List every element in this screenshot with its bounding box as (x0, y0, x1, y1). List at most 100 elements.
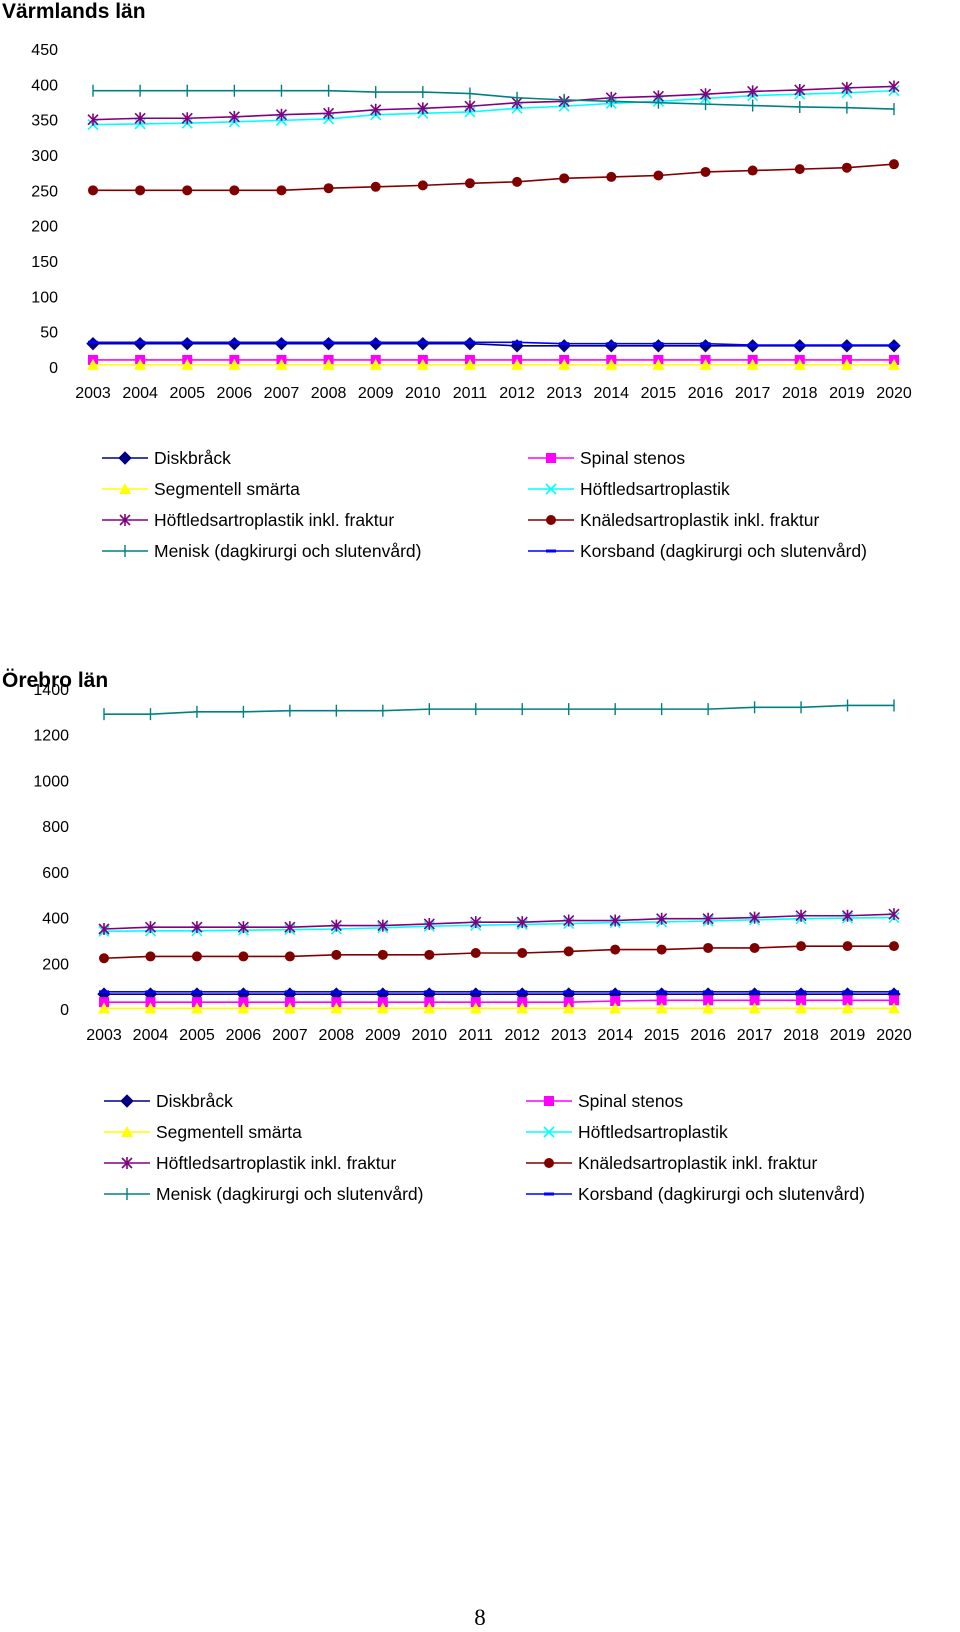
chart-2-point-segmentell (702, 1002, 715, 1014)
chart-1-ytick-label: 150 (31, 254, 58, 271)
chart-2-ytick-label: 0 (60, 1002, 69, 1019)
chart-2-legend-label-hoftled_fraktur: Höftledsartroplastik inkl. fraktur (156, 1153, 396, 1173)
chart-2-point-spinal (703, 995, 714, 1006)
chart-2-xtick-label: 2014 (597, 1027, 633, 1044)
chart-1-point-diskbrack (604, 339, 619, 353)
chart-1-point-segmentell (416, 358, 429, 370)
chart-1-point-segmentell (605, 358, 618, 370)
chart-1-point-knaled (512, 176, 523, 187)
chart-1-point-korsband (323, 340, 334, 344)
chart-1-point-diskbrack (698, 339, 713, 353)
chart-1-legend-marker-korsband (546, 549, 556, 553)
chart-1-legend-label-knaled: Knäledsartroplastik inkl. fraktur (580, 510, 819, 530)
chart-2-point-knaled (889, 941, 899, 952)
chart-1-point-diskbrack (557, 339, 571, 353)
chart-1-point-hoftled_fraktur (747, 85, 759, 98)
chart-2-point-spinal (377, 997, 388, 1008)
chart-2-point-hoftled_fraktur (749, 911, 761, 924)
chart-2-point-segmentell (144, 1002, 157, 1014)
chart-1-point-knaled (841, 162, 852, 173)
chart-2-point-segmentell (98, 1002, 110, 1014)
chart-2-legend-marker-spinal (544, 1096, 554, 1106)
chart-2-point-knaled (470, 948, 481, 958)
chart-1-point-korsband (417, 340, 428, 344)
chart-1-legend-marker-segmentell (119, 483, 131, 494)
chart-1-point-korsband (700, 342, 711, 346)
chart-1-point-knaled (135, 185, 146, 196)
chart-2-point-spinal (889, 995, 899, 1006)
chart-1-point-segmentell (699, 358, 712, 370)
chart-2-legend-label-korsband: Korsband (dagkirurgi och slutenvård) (578, 1184, 865, 1204)
chart-1-legend-label-spinal: Spinal stenos (580, 448, 685, 468)
chart-1-point-diskbrack (651, 339, 666, 353)
chart-2-point-korsband (563, 990, 574, 994)
chart-1-xtick-label: 2011 (453, 385, 488, 402)
chart-2-point-korsband (238, 990, 249, 994)
chart-1-point-hoftled_fraktur (134, 112, 146, 125)
chart-2-point-segmentell (795, 1002, 808, 1014)
chart-1-point-korsband (182, 340, 193, 344)
chart-1-ytick-label: 50 (40, 325, 58, 342)
chart-1-point-hoftled_fraktur (181, 112, 193, 125)
chart-1-point-korsband (464, 340, 475, 344)
chart-1-legend-marker-hoftled_fraktur (119, 514, 131, 526)
chart-2-point-spinal (796, 995, 807, 1006)
chart-2-point-knaled (145, 951, 156, 962)
chart-2-point-hoftled_fraktur (563, 914, 575, 927)
chart-2-xtick-label: 2007 (272, 1027, 308, 1044)
chart-2-point-hoftled_fraktur (516, 916, 528, 929)
chart-2-xtick-label: 2016 (690, 1027, 726, 1044)
chart-2-point-korsband (703, 990, 714, 994)
chart-1-point-segmentell (652, 358, 665, 370)
chart-1-legend-marker-spinal (546, 453, 556, 463)
chart-1-legend-label-segmentell: Segmentell smärta (154, 479, 300, 499)
chart-1-xtick-label: 2008 (311, 385, 347, 402)
chart-1-point-knaled (747, 165, 758, 176)
chart-2-point-hoftled_fraktur (423, 917, 435, 930)
chart-1-ytick-label: 300 (31, 148, 58, 165)
chart-1-point-knaled (700, 166, 711, 177)
chart-1-point-hoftled_fraktur (87, 113, 99, 126)
chart-2-ytick-label: 600 (42, 865, 69, 882)
chart-1-point-korsband (747, 343, 758, 347)
chart-1-point-hoftled_fraktur (323, 107, 335, 120)
chart-2-point-segmentell (841, 1002, 854, 1014)
chart-2-xtick-label: 2013 (551, 1027, 587, 1044)
chart-2-ytick-label: 200 (42, 956, 69, 973)
chart-1-legend-item-korsband: Korsband (dagkirurgi och slutenvård) (528, 541, 867, 561)
chart-1-xtick-label: 2019 (829, 385, 865, 402)
chart-1-xtick-label: 2018 (782, 385, 818, 402)
chart-2-point-segmentell (283, 1002, 296, 1014)
chart-1-legend-marker-hoftled (545, 483, 557, 495)
chart-2-legend-label-menisk: Menisk (dagkirurgi och slutenvård) (156, 1184, 423, 1204)
chart-2-ytick-label: 1000 (33, 773, 69, 790)
chart-1-xtick-label: 2020 (876, 385, 912, 402)
chart-2-legend-marker-korsband (544, 1192, 554, 1196)
chart-1-legend-label-korsband: Korsband (dagkirurgi och slutenvård) (580, 541, 867, 561)
chart-2-point-segmentell (423, 1002, 436, 1014)
chart-2-legend-item-hoftled: Höftledsartroplastik (526, 1122, 728, 1142)
chart-2-point-knaled (749, 942, 760, 953)
chart-2-title: Örebro län (2, 669, 109, 692)
chart-2-xtick-label: 2010 (411, 1027, 447, 1044)
chart-1-point-segmentell (87, 358, 99, 370)
chart-1-point-knaled (417, 180, 428, 191)
chart-2-point-spinal (238, 997, 249, 1008)
chart-2-point-korsband (749, 990, 760, 994)
chart-1-point-segmentell (134, 358, 147, 370)
chart-1-ytick-label: 350 (31, 113, 58, 130)
chart-2-point-segmentell (516, 1002, 529, 1014)
chart-1-point-segmentell (558, 358, 571, 370)
chart-1-legend-label-diskbrack: Diskbråck (154, 448, 231, 468)
chart-1-point-knaled (794, 164, 805, 175)
chart-1-ytick-label: 200 (31, 219, 58, 236)
chart-1-point-korsband (841, 343, 852, 347)
chart-1-xtick-label: 2017 (735, 385, 771, 402)
chart-1-point-knaled (323, 183, 334, 194)
chart-1-series-line-menisk (93, 89, 895, 110)
chart-1-xtick-label: 2013 (546, 385, 582, 402)
chart-2-point-hoftled_fraktur (795, 909, 807, 922)
chart-2-point-spinal (470, 997, 481, 1008)
chart-2-point-korsband (889, 990, 899, 994)
chart-1-xtick-label: 2009 (358, 385, 394, 402)
